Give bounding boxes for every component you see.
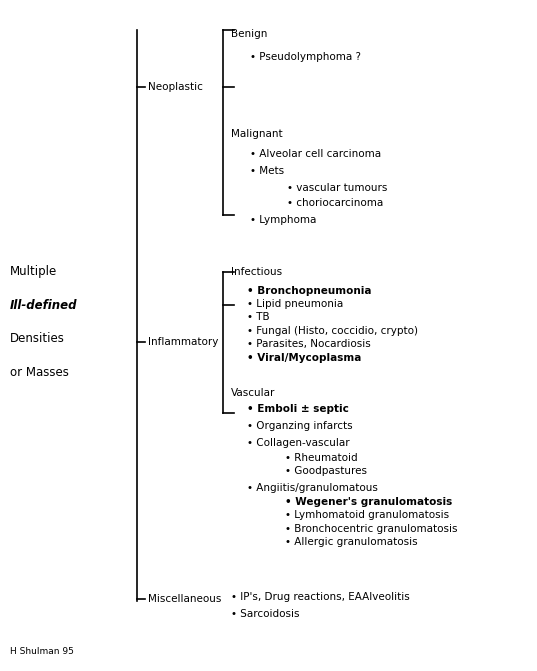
Text: Densities: Densities (10, 332, 64, 346)
Text: • TB: • TB (247, 313, 270, 322)
Text: • Goodpastures: • Goodpastures (285, 466, 367, 476)
Text: • Angiitis/granulomatous: • Angiitis/granulomatous (247, 483, 378, 493)
Text: • Lymphoma: • Lymphoma (250, 215, 316, 225)
Text: • Lymhomatoid granulomatosis: • Lymhomatoid granulomatosis (285, 511, 449, 520)
Text: • Collagen-vascular: • Collagen-vascular (247, 438, 350, 448)
Text: H Shulman 95: H Shulman 95 (10, 648, 74, 656)
Text: • Emboli ± septic: • Emboli ± septic (247, 405, 349, 414)
Text: Miscellaneous: Miscellaneous (148, 594, 221, 603)
Text: • Sarcoidosis: • Sarcoidosis (231, 609, 300, 619)
Text: • vascular tumours: • vascular tumours (287, 183, 388, 193)
Text: • Bronchopneumonia: • Bronchopneumonia (247, 286, 372, 295)
Text: Infectious: Infectious (231, 267, 282, 276)
Text: • Alveolar cell carcinoma: • Alveolar cell carcinoma (250, 150, 381, 159)
Text: • Lipid pneumonia: • Lipid pneumonia (247, 299, 343, 309)
Text: Multiple: Multiple (10, 265, 57, 278)
Text: Benign: Benign (231, 29, 267, 38)
Text: • Allergic granulomatosis: • Allergic granulomatosis (285, 537, 417, 547)
Text: • Pseudolymphoma ?: • Pseudolymphoma ? (250, 52, 361, 62)
Text: Inflammatory: Inflammatory (148, 338, 218, 347)
Text: • Mets: • Mets (250, 166, 284, 176)
Text: Ill-defined: Ill-defined (10, 299, 77, 312)
Text: • Organzing infarcts: • Organzing infarcts (247, 421, 353, 431)
Text: • choriocarcinoma: • choriocarcinoma (287, 198, 383, 207)
Text: • Bronchocentric granulomatosis: • Bronchocentric granulomatosis (285, 524, 457, 533)
Text: • IP's, Drug reactions, EAAlveolitis: • IP's, Drug reactions, EAAlveolitis (231, 592, 410, 602)
Text: or Masses: or Masses (10, 366, 69, 379)
Text: Malignant: Malignant (231, 130, 282, 139)
Text: • Wegener's granulomatosis: • Wegener's granulomatosis (285, 497, 452, 507)
Text: • Fungal (Histo, coccidio, crypto): • Fungal (Histo, coccidio, crypto) (247, 326, 418, 336)
Text: • Rheumatoid: • Rheumatoid (285, 453, 357, 462)
Text: • Viral/Mycoplasma: • Viral/Mycoplasma (247, 353, 361, 362)
Text: • Parasites, Nocardiosis: • Parasites, Nocardiosis (247, 340, 371, 349)
Text: Neoplastic: Neoplastic (148, 83, 202, 92)
Text: Vascular: Vascular (231, 388, 275, 397)
